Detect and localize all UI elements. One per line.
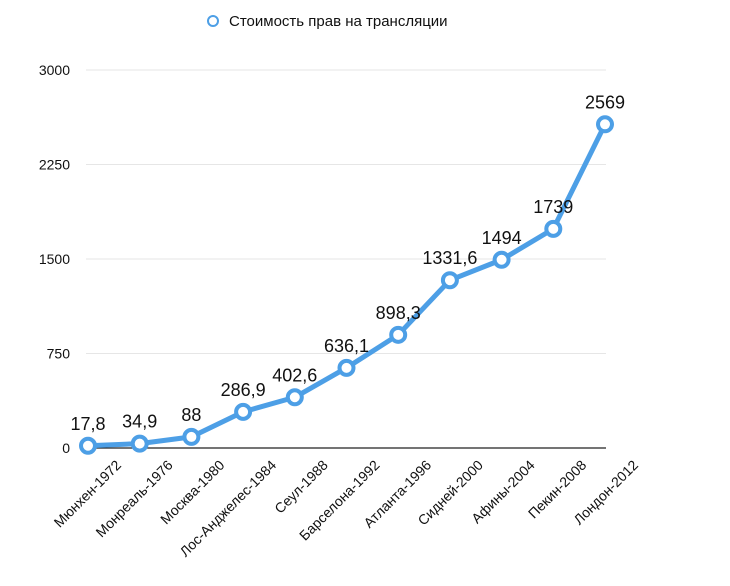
data-point — [492, 250, 511, 269]
data-point — [79, 436, 97, 455]
data-label: 636,1 — [324, 336, 369, 356]
data-labels: 17,8 34,9 88 286,9 402,6 636,1 898,3 1331,61494… — [70, 92, 625, 433]
data-label: 898,3 — [376, 303, 421, 323]
legend-marker-icon — [207, 15, 219, 27]
data-point — [544, 219, 563, 238]
data-label: 286,9 — [221, 380, 266, 400]
legend: Стоимость прав на трансляции — [207, 9, 448, 33]
data-point — [130, 434, 149, 453]
grid-layer — [86, 69, 606, 354]
data-label: 1494 — [482, 228, 522, 248]
series-layer — [79, 115, 614, 455]
data-label: 1331,6 — [422, 248, 477, 268]
data-label: 2569 — [585, 92, 625, 112]
x-tick-label: Лос-Анджелес-1984 — [176, 457, 279, 560]
data-point — [389, 325, 408, 344]
y-axis: 0 750 1500 2250 3000 — [39, 62, 70, 456]
data-label: 34,9 — [122, 412, 157, 432]
data-point — [182, 427, 201, 446]
data-label: 88 — [181, 405, 201, 425]
y-tick-label: 0 — [62, 440, 70, 456]
legend-label: Стоимость прав на трансляции — [229, 12, 448, 30]
data-point — [337, 358, 356, 377]
data-point — [596, 115, 614, 134]
data-point — [440, 271, 459, 290]
data-label: 1739 — [533, 197, 573, 217]
data-point — [285, 388, 304, 407]
y-tick-label: 2250 — [39, 157, 70, 173]
data-label: 402,6 — [272, 365, 317, 385]
series-line — [85, 121, 608, 449]
y-tick-label: 1500 — [39, 251, 70, 267]
y-tick-label: 3000 — [39, 62, 70, 78]
data-label: 17,8 — [70, 414, 105, 434]
x-axis: Мюнхен-1972Монреаль-1976Москва-1980Лос-А… — [51, 447, 641, 560]
data-point — [234, 402, 253, 421]
y-tick-label: 750 — [47, 346, 71, 362]
